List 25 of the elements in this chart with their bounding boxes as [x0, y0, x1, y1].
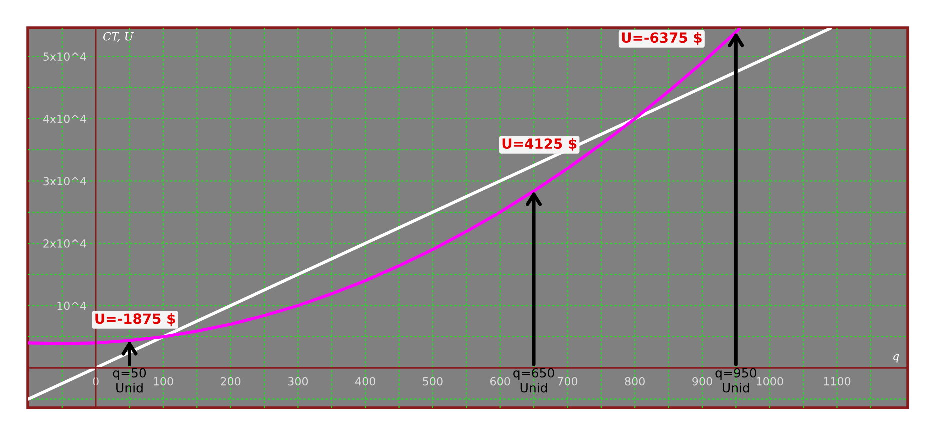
- y-tick-label: 2x10^4: [44, 240, 86, 248]
- y-axis-title: CT, U: [104, 32, 134, 42]
- y-tick-label: 5x10^4: [44, 52, 86, 62]
- x-tick-label: 400: [356, 377, 376, 386]
- y-tick-label: 10^4: [58, 302, 86, 310]
- x-tick-label: 1100: [824, 377, 851, 386]
- x-tick-label: 100: [154, 377, 174, 386]
- x-tick-label: 600: [490, 377, 510, 386]
- x-tick-label: 900: [692, 377, 712, 386]
- annotation: U=-1875 $: [96, 313, 176, 326]
- annotation: q=650 Unid: [514, 368, 554, 393]
- annotation: q=950 Unid: [716, 368, 756, 393]
- annotation: U=-6375 $: [622, 32, 702, 45]
- x-tick-label: 200: [221, 377, 241, 386]
- annotation: U=4125 $: [502, 138, 577, 151]
- x-tick-label: 800: [625, 377, 645, 386]
- y-tick-label: 3x10^4: [44, 177, 86, 186]
- annotation: q=50 Unid: [113, 368, 146, 393]
- x-tick-label: 700: [558, 377, 578, 386]
- x-tick-label: 300: [288, 377, 308, 386]
- x-axis-title: q: [894, 354, 900, 363]
- line-series: [28, 28, 742, 346]
- x-tick-label: 1000: [756, 377, 784, 386]
- y-tick-label: 4x10^4: [43, 114, 86, 124]
- x-tick-label: 500: [423, 377, 443, 386]
